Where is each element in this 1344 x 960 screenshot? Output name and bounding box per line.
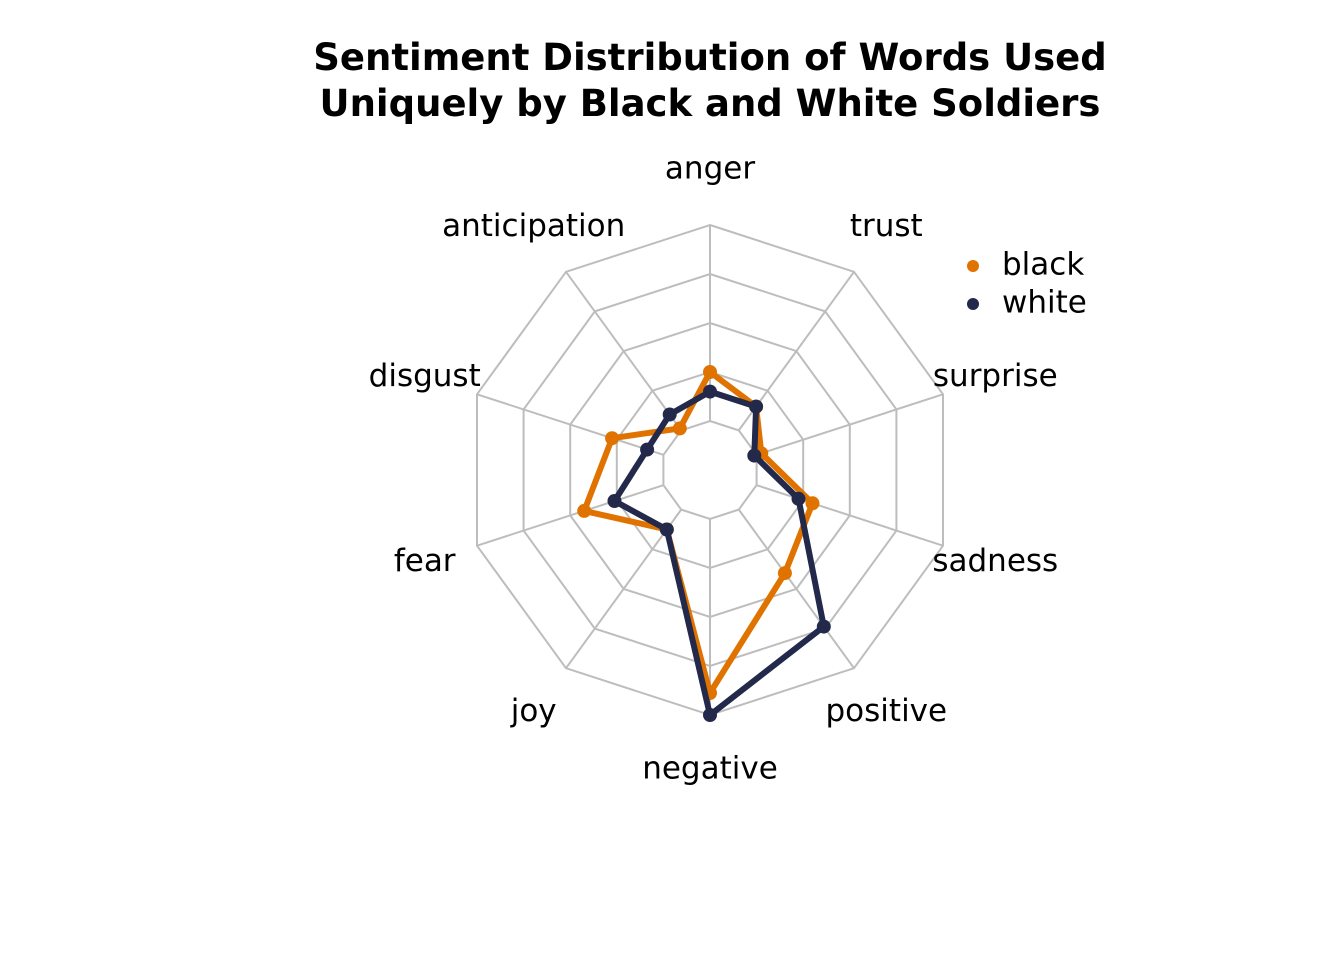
legend-marker-white bbox=[967, 298, 979, 310]
legend-marker-black bbox=[967, 260, 979, 272]
data-point-black-positive bbox=[777, 566, 792, 581]
axis-label-joy: joy bbox=[510, 693, 557, 729]
grid-ring bbox=[662, 419, 758, 521]
series-black bbox=[577, 365, 820, 700]
grid-spoke bbox=[756, 484, 944, 547]
data-point-black-fear bbox=[577, 503, 592, 518]
data-series bbox=[577, 365, 831, 722]
grid-spoke bbox=[565, 509, 683, 669]
data-point-white-joy bbox=[659, 522, 674, 537]
data-point-white-sadness bbox=[791, 491, 806, 506]
legend-label-black: black bbox=[1002, 247, 1084, 283]
data-point-white-disgust bbox=[640, 442, 655, 457]
data-point-black-sadness bbox=[805, 496, 820, 511]
grid-spoke bbox=[565, 271, 683, 431]
data-point-black-anticipation bbox=[672, 421, 687, 436]
data-point-white-trust bbox=[749, 399, 764, 414]
axis-label-anticipation: anticipation bbox=[442, 208, 625, 244]
legend-label-white: white bbox=[1002, 285, 1087, 321]
grid-spoke bbox=[756, 393, 944, 456]
grid-spoke bbox=[476, 393, 664, 456]
axis-label-negative: negative bbox=[642, 751, 778, 787]
data-point-white-anticipation bbox=[662, 407, 677, 422]
chart-title: Sentiment Distribution of Words Used Uni… bbox=[313, 36, 1106, 125]
data-point-white-fear bbox=[607, 494, 622, 508]
grid-spoke bbox=[737, 509, 855, 669]
axis-label-disgust: disgust bbox=[369, 358, 481, 394]
axis-label-trust: trust bbox=[850, 208, 923, 244]
axis-labels: anger trust surprise sadness positive negativ… bbox=[369, 151, 1059, 787]
chart-title-line-1: Sentiment Distribution of Words Used bbox=[313, 36, 1106, 79]
chart-title-line-2: Uniquely by Black and White Soldiers bbox=[320, 82, 1101, 125]
grid-spoke bbox=[476, 484, 664, 547]
series-white bbox=[607, 384, 831, 722]
axis-label-anger: anger bbox=[665, 151, 755, 187]
data-point-black-anger bbox=[703, 365, 717, 379]
data-point-white-anger bbox=[703, 384, 717, 399]
axis-label-surprise: surprise bbox=[933, 358, 1058, 394]
radar-grid bbox=[476, 223, 944, 717]
axis-label-sadness: sadness bbox=[932, 543, 1058, 579]
data-point-white-negative bbox=[703, 708, 717, 722]
data-point-black-disgust bbox=[605, 431, 620, 446]
axis-label-positive: positive bbox=[826, 693, 948, 729]
data-point-white-positive bbox=[816, 619, 831, 634]
axis-label-fear: fear bbox=[394, 543, 456, 579]
data-point-white-surprise bbox=[747, 448, 762, 463]
